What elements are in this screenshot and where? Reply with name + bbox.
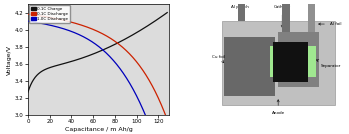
Text: Cu foil: Cu foil: [212, 55, 225, 63]
Legend: 0.1C Charge, 0.1C Discharge, 1.0C Discharge: 0.1C Charge, 0.1C Discharge, 1.0C Discha…: [29, 5, 70, 23]
Text: Al foil: Al foil: [319, 22, 341, 26]
Text: Separator: Separator: [317, 60, 341, 68]
Bar: [278, 32, 319, 88]
Text: Anode: Anode: [272, 100, 285, 115]
Bar: [270, 46, 316, 77]
Bar: [238, 4, 245, 21]
Bar: [222, 21, 335, 105]
Bar: [282, 4, 290, 32]
X-axis label: Capacitance / m Ah/g: Capacitance / m Ah/g: [65, 127, 133, 132]
Text: Cathode: Cathode: [274, 5, 291, 27]
Bar: [224, 37, 275, 96]
Bar: [308, 4, 315, 32]
Bar: [273, 42, 308, 82]
Y-axis label: Voltage/V: Voltage/V: [7, 45, 12, 75]
Text: Al pouch: Al pouch: [231, 5, 250, 17]
